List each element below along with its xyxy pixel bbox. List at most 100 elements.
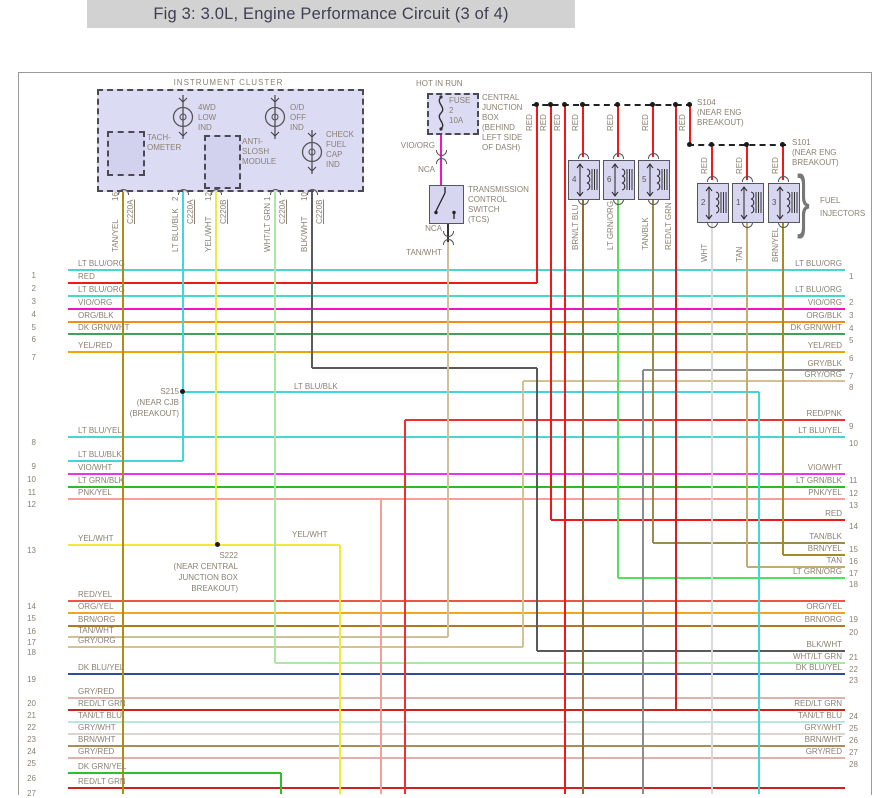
junction-dot-9 bbox=[709, 142, 714, 147]
connector-arc-2 bbox=[211, 189, 222, 195]
wire-number-right-org-yel: 19 bbox=[849, 615, 858, 624]
fuel-injectors-label-line: INJECTORS bbox=[820, 209, 866, 218]
wire-label-left-red-lt-grn: RED/LT GRN bbox=[78, 699, 126, 708]
wire-vertical-red bbox=[550, 105, 552, 520]
junction-dot-7 bbox=[687, 102, 692, 107]
wire-label-left-dk-grn-wht: DK GRN/WHT bbox=[78, 323, 130, 332]
s101-label-line: BREAKOUT) bbox=[792, 158, 839, 167]
s104-label-line: S104 bbox=[697, 98, 716, 107]
junction-dot-10 bbox=[744, 142, 749, 147]
wire-label-right-org-yel: ORG/YEL bbox=[806, 602, 842, 611]
vio-org-feed-label: VIO/ORG bbox=[400, 141, 435, 150]
wire-label-left-org-blk: ORG/BLK bbox=[78, 311, 114, 320]
wire-lt-blu-org bbox=[68, 269, 845, 271]
wire-vertical-red bbox=[746, 145, 748, 180]
wire-number-right-lt-blu-org: 2 bbox=[849, 298, 854, 307]
nca-upper-label: NCA bbox=[418, 165, 435, 174]
wire-number-right-tan: 17 bbox=[849, 569, 858, 578]
wire-label-right-dk-blu-yel: DK BLU/YEL bbox=[795, 663, 842, 672]
coil-icon bbox=[576, 163, 598, 197]
injector-box-5: 5 bbox=[638, 160, 670, 200]
wire-label-right-tan-lt-blu: TAN/LT BLU bbox=[797, 711, 842, 720]
coil-icon bbox=[646, 163, 668, 197]
wire-vertical-red bbox=[652, 105, 654, 157]
connector-arc-11 bbox=[707, 176, 718, 182]
wire-number-right-tan-blk: 15 bbox=[849, 545, 858, 554]
connector-id-lt-blu-blk: C220A bbox=[186, 199, 195, 224]
wire-number-right-dk-grn-wht: 5 bbox=[849, 336, 854, 345]
red-wire-label-0: RED bbox=[525, 114, 534, 131]
pin-wire-name-wht-lt-grn: WHT/LT GRN bbox=[263, 202, 272, 252]
wire-vertical-yel-wht bbox=[339, 545, 341, 794]
wire-brn-yel bbox=[783, 554, 845, 556]
cluster-module-label-line: SLOSH bbox=[242, 147, 270, 156]
wire-label-left-lt-blu-blk: LT BLU/BLK bbox=[78, 450, 122, 459]
red-wire-label-1: RED bbox=[539, 114, 548, 131]
wire-wht-lt-grn bbox=[275, 662, 845, 664]
wire-label-left-org-yel: ORG/YEL bbox=[78, 602, 114, 611]
lamp-label-line: LOW bbox=[198, 113, 217, 122]
injector-number: 1 bbox=[736, 198, 741, 207]
switch-icon bbox=[434, 187, 456, 219]
wire-number-right-tan-lt-blu: 25 bbox=[849, 724, 858, 733]
cluster-module-box-1 bbox=[204, 135, 241, 189]
wire-number-left-org-yel: 15 bbox=[27, 614, 36, 623]
central-junction-box-note-line: CENTRAL bbox=[482, 93, 520, 102]
cluster-module-label-line: MODULE bbox=[242, 157, 277, 166]
wire-label-right-org-blk: ORG/BLK bbox=[806, 311, 842, 320]
s215-label-line: (BREAKOUT) bbox=[129, 409, 179, 418]
wire-number-right-lt-blu-org: 1 bbox=[849, 272, 854, 281]
injector-number: 5 bbox=[642, 175, 647, 184]
wire-org-blk bbox=[68, 321, 845, 323]
wire-label-left-brn-wht: BRN/WHT bbox=[78, 735, 116, 744]
wire-number-right-org-blk: 4 bbox=[849, 324, 854, 333]
injector-box-3: 3 bbox=[768, 183, 800, 223]
lamp-label-line: IND bbox=[198, 123, 212, 132]
wire-gry-red bbox=[68, 757, 845, 759]
wire-vertical-red bbox=[782, 145, 784, 180]
wire-label-right-tan-blk: TAN/BLK bbox=[809, 532, 842, 541]
wire-label-left-lt-blu-yel: LT BLU/YEL bbox=[78, 426, 122, 435]
wire-label-left-gry-red: GRY/RED bbox=[78, 747, 115, 756]
junction-dot-12 bbox=[180, 389, 185, 394]
fuse-label: FUSE 2 10A bbox=[449, 96, 470, 126]
wire-label-right-yel-red: YEL/RED bbox=[807, 341, 842, 350]
tcs-label-line: CONTROL bbox=[468, 195, 508, 204]
wire-vertical-red bbox=[536, 105, 538, 283]
junction-dot-13 bbox=[215, 542, 220, 547]
tcs-label: TRANSMISSION CONTROL SWITCH (TCS) bbox=[468, 185, 529, 225]
lamp-label-1: O/D OFF IND bbox=[290, 103, 306, 133]
wire-vertical-pnk-yel bbox=[380, 499, 382, 794]
wire-label-left-dk-blu-yel: DK BLU/YEL bbox=[78, 663, 125, 672]
wire-vertical-red bbox=[582, 105, 584, 157]
junction-dot-8 bbox=[687, 142, 692, 147]
wire-number-right-pnk-yel: 13 bbox=[849, 501, 858, 510]
wire-vertical-tan-yel bbox=[122, 188, 124, 794]
cluster-module-label-0: TACH- OMETER bbox=[147, 133, 181, 153]
injector-number: 2 bbox=[701, 198, 706, 207]
wire-tan bbox=[747, 566, 845, 568]
wire-number-left-yel-red: 7 bbox=[31, 353, 36, 362]
connector-arc-12 bbox=[742, 176, 753, 182]
wire-number-left-gry-red: 20 bbox=[27, 699, 36, 708]
wire-label-left-vio-org: VIO/ORG bbox=[78, 298, 113, 307]
wire-lt-blu-blk bbox=[68, 460, 183, 462]
splice-line-1 bbox=[688, 144, 786, 146]
wire-gry-red bbox=[68, 697, 845, 699]
wire-label-left-vio-wht: VIO/WHT bbox=[78, 463, 113, 472]
lamp-label-line: IND bbox=[290, 123, 304, 132]
title-bar: Fig 3: 3.0L, Engine Performance Circuit … bbox=[87, 0, 575, 28]
wire-label-left-pnk-yel: PNK/YEL bbox=[78, 488, 112, 497]
stub-label-wht: WHT bbox=[700, 243, 709, 262]
wire-label-right-red-lt-grn: RED/LT GRN bbox=[794, 699, 842, 708]
central-junction-box-note: CENTRAL JUNCTION BOX (BEHIND LEFT SIDE OF DAS… bbox=[482, 93, 522, 153]
wire-dk-blu-yel bbox=[68, 673, 845, 675]
wire-label-left-yel-red: YEL/RED bbox=[78, 341, 113, 350]
junction-dot-6 bbox=[673, 102, 678, 107]
wire-label-right-red: RED bbox=[825, 509, 842, 518]
wire-lt-blu-org bbox=[68, 295, 845, 297]
indicator-lamp-icon bbox=[172, 95, 194, 139]
coil-icon bbox=[740, 186, 762, 220]
wire-vertical-lt-blu-blk bbox=[182, 188, 184, 461]
wire-label-left-lt-grn-blk: LT GRN/BLK bbox=[78, 476, 124, 485]
